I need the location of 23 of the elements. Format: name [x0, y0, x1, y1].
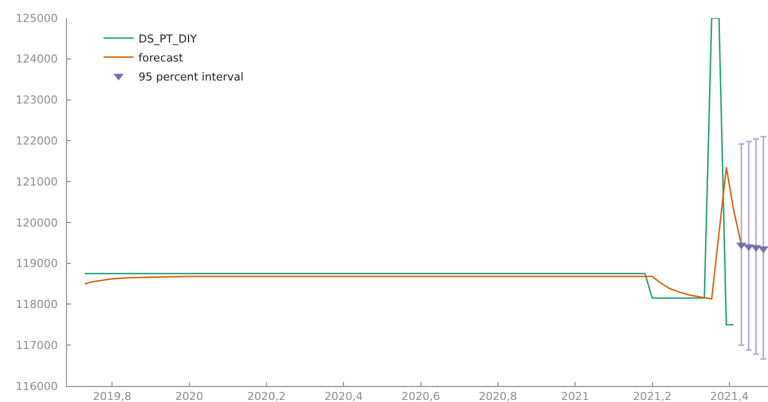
y-tick-label: 124000: [16, 52, 58, 66]
legend-label: 95 percent interval: [138, 70, 244, 84]
x-tick-label: 2020,8: [478, 390, 518, 402]
x-tick-label: 2020: [175, 390, 204, 402]
y-tick-label: 118000: [16, 298, 58, 312]
y-tick-label: 123000: [16, 94, 58, 107]
y-tick-label: 121000: [16, 175, 58, 188]
y-tick-label: 117000: [16, 338, 58, 352]
x-tick-label: 2021,2: [633, 390, 672, 402]
x-tick-label: 2020,6: [402, 390, 440, 402]
y-tick-label: 122000: [16, 134, 58, 148]
x-tick-label: 2020,4: [324, 390, 363, 402]
x-tick-label: 2019,8: [92, 390, 132, 402]
y-tick-label: 125000: [16, 12, 58, 25]
line-series: [84, 18, 734, 326]
x-tick-label: 2020,2: [247, 390, 286, 402]
y-tick-label: 116000: [16, 380, 58, 393]
y-tick-label: 120000: [16, 216, 58, 230]
x-tick-label: 2021,4: [710, 390, 749, 402]
legend-label: DS_PT_DIY: [138, 32, 198, 46]
y-tick-label: 119000: [16, 257, 58, 270]
legend-label: forecast: [138, 51, 184, 64]
x-tick-label: 2021: [561, 390, 590, 402]
